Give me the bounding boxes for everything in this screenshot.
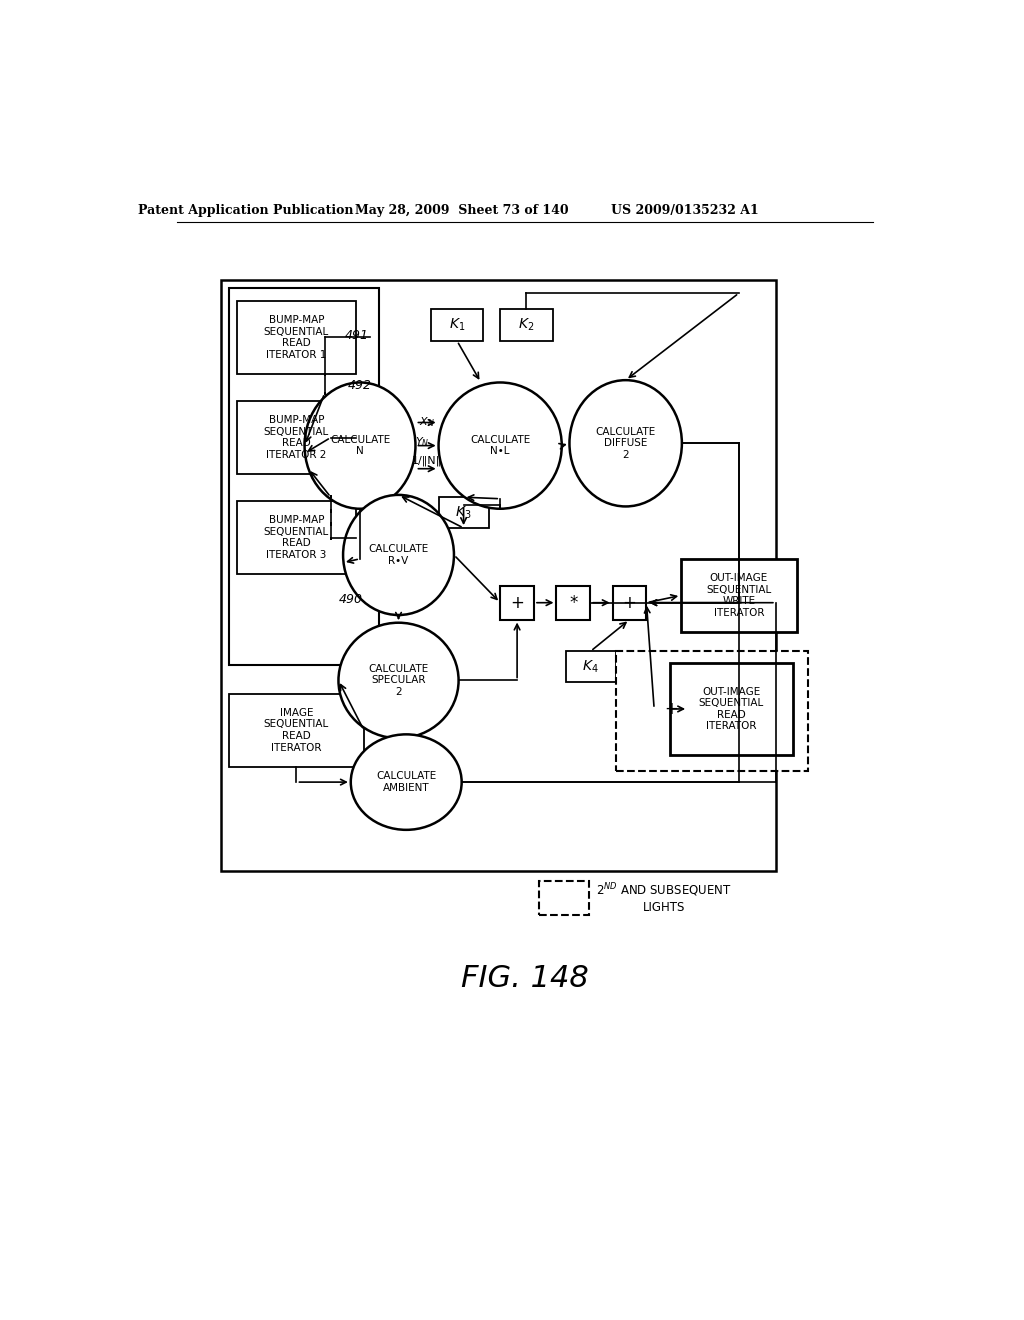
Text: 492: 492 (348, 379, 372, 392)
Bar (670, 663, 793, 755)
Text: BUMP-MAP
SEQUENTIAL
READ
ITERATOR 2: BUMP-MAP SEQUENTIAL READ ITERATOR 2 (264, 414, 329, 459)
Bar (229, 288, 379, 665)
Bar (431, 309, 483, 341)
Text: CALCULATE
R•V: CALCULATE R•V (369, 544, 429, 566)
Text: CALCULATE
N: CALCULATE N (330, 434, 390, 457)
Text: US 2009/0135232 A1: US 2009/0135232 A1 (611, 205, 759, 218)
Bar (237, 502, 356, 574)
Text: CALCULATE
SPECULAR
2: CALCULATE SPECULAR 2 (369, 664, 429, 697)
Text: OUT-IMAGE
SEQUENTIAL
WRITE
ITERATOR: OUT-IMAGE SEQUENTIAL WRITE ITERATOR (707, 573, 771, 618)
Ellipse shape (304, 383, 416, 508)
Text: 1/‖N‖: 1/‖N‖ (412, 455, 441, 466)
Text: $X_N$: $X_N$ (419, 416, 435, 429)
Text: OUT-IMAGE
SEQUENTIAL
READ
ITERATOR: OUT-IMAGE SEQUENTIAL READ ITERATOR (698, 686, 764, 731)
Text: FIG. 148: FIG. 148 (461, 964, 589, 993)
Bar (612, 586, 646, 619)
Bar (438, 498, 488, 528)
Ellipse shape (569, 380, 682, 507)
Text: 490: 490 (339, 593, 362, 606)
Text: IMAGE
SEQUENTIAL
READ
ITERATOR: IMAGE SEQUENTIAL READ ITERATOR (264, 708, 329, 752)
Text: Patent Application Publication: Patent Application Publication (138, 205, 354, 218)
Text: $K_1$: $K_1$ (449, 317, 465, 333)
Text: CALCULATE
AMBIENT: CALCULATE AMBIENT (376, 771, 436, 793)
Bar (221, 280, 776, 871)
Text: $K_2$: $K_2$ (518, 317, 535, 333)
Bar (500, 586, 535, 619)
Bar (565, 651, 615, 682)
Text: CALCULATE
N•L: CALCULATE N•L (470, 434, 530, 457)
Ellipse shape (339, 623, 459, 738)
Ellipse shape (343, 495, 454, 615)
Text: May 28, 2009  Sheet 73 of 140: May 28, 2009 Sheet 73 of 140 (355, 205, 568, 218)
Text: +: + (623, 594, 637, 611)
Text: $Y_N$: $Y_N$ (416, 434, 430, 449)
Bar (681, 558, 797, 632)
Bar (500, 309, 553, 341)
Bar (615, 651, 808, 771)
Ellipse shape (351, 734, 462, 830)
Text: 2$^{ND}$ AND SUBSEQUENT
LIGHTS: 2$^{ND}$ AND SUBSEQUENT LIGHTS (596, 882, 732, 915)
Bar (654, 692, 688, 726)
Bar (237, 401, 356, 474)
Bar (229, 693, 364, 767)
Ellipse shape (438, 383, 562, 508)
Bar (237, 301, 356, 374)
Text: 491: 491 (345, 329, 369, 342)
Bar (556, 586, 590, 619)
Text: $K_3$: $K_3$ (456, 504, 472, 521)
Text: BUMP-MAP
SEQUENTIAL
READ
ITERATOR 3: BUMP-MAP SEQUENTIAL READ ITERATOR 3 (264, 515, 329, 560)
Text: +: + (510, 594, 524, 611)
Text: *: * (569, 594, 578, 611)
Bar (539, 880, 589, 915)
Text: CALCULATE
DIFFUSE
2: CALCULATE DIFFUSE 2 (596, 426, 655, 459)
Text: +: + (665, 700, 678, 718)
Text: BUMP-MAP
SEQUENTIAL
READ
ITERATOR 1: BUMP-MAP SEQUENTIAL READ ITERATOR 1 (264, 315, 329, 360)
Text: $K_4$: $K_4$ (583, 659, 599, 675)
